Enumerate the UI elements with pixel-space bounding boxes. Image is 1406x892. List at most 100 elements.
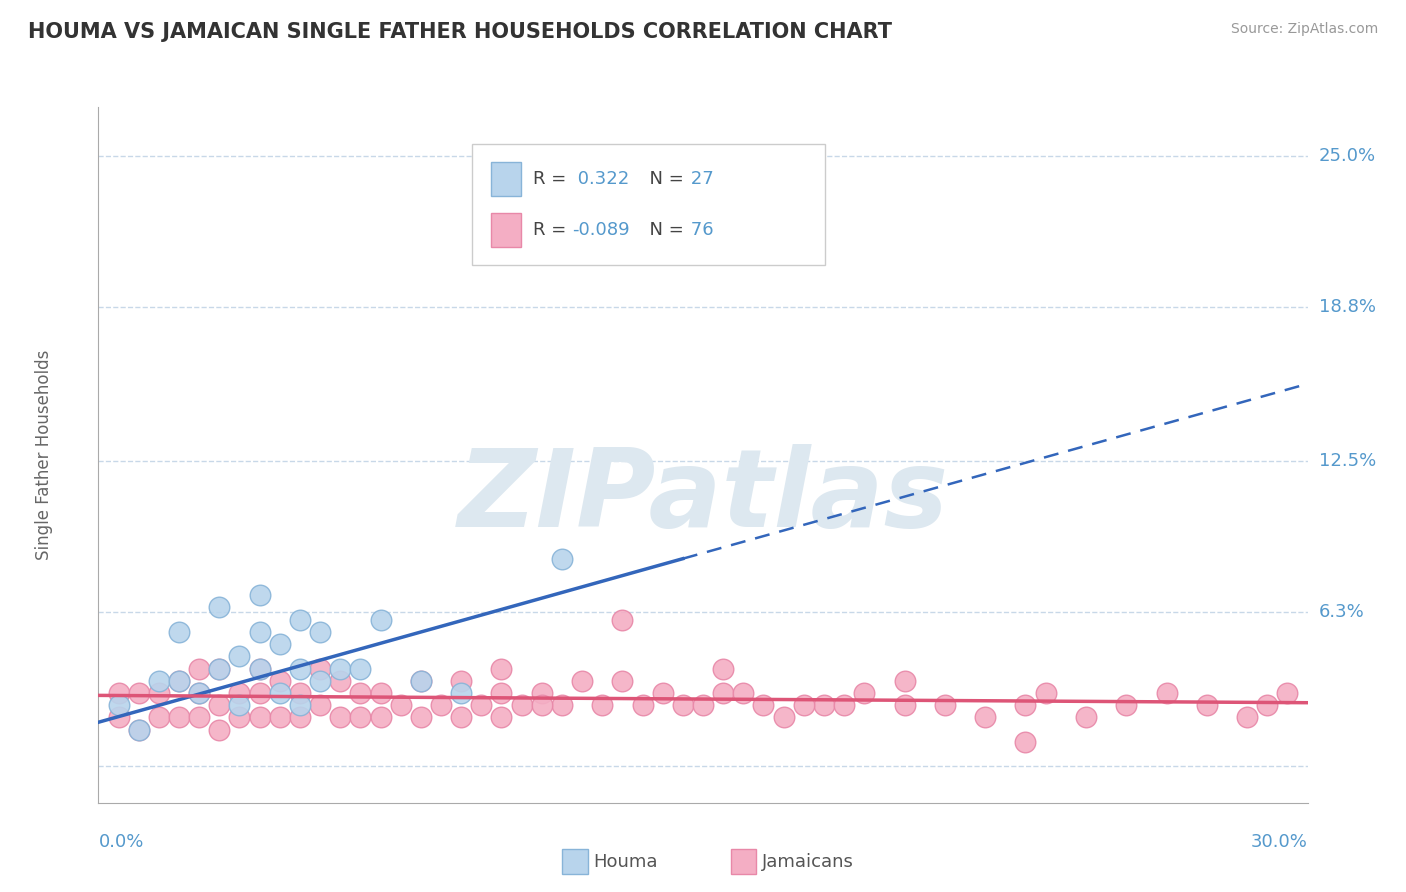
Point [208,600,231,615]
Point [893,698,915,713]
Point [974,710,997,724]
Point [188,710,211,724]
Point [772,710,794,724]
Point [793,698,815,713]
Point [1115,698,1137,713]
Point [1014,735,1036,749]
Point [148,686,170,700]
Point [329,710,352,724]
Point [208,698,231,713]
Point [1277,686,1299,700]
Point [228,710,250,724]
Text: 6.3%: 6.3% [1319,603,1364,622]
Point [551,698,574,713]
Point [228,649,250,664]
Text: 76: 76 [685,221,713,239]
Point [853,686,876,700]
Point [167,673,190,688]
Point [329,661,352,675]
Point [711,686,734,700]
Point [249,661,271,675]
Point [510,698,533,713]
Point [893,673,915,688]
Point [148,673,170,688]
Point [1256,698,1278,713]
Text: 18.8%: 18.8% [1319,298,1375,317]
Point [228,698,250,713]
Point [491,661,513,675]
Text: Jamaicans: Jamaicans [762,853,853,871]
Point [370,613,392,627]
Text: 30.0%: 30.0% [1251,833,1308,851]
Text: 0.322: 0.322 [572,169,630,187]
Point [107,710,129,724]
Point [269,686,291,700]
Point [530,686,553,700]
Point [612,613,634,627]
Point [934,698,956,713]
Point [249,588,271,602]
Point [128,723,150,737]
Point [107,686,129,700]
Point [288,710,311,724]
Point [107,698,129,713]
Point [208,661,231,675]
Point [672,698,695,713]
Point [309,624,332,639]
Point [249,661,271,675]
Point [409,710,432,724]
Text: -0.089: -0.089 [572,221,630,239]
Point [813,698,835,713]
Point [309,698,332,713]
Text: R =: R = [533,169,572,187]
Point [128,686,150,700]
Point [167,673,190,688]
Point [1014,698,1036,713]
Point [491,710,513,724]
Point [188,686,211,700]
Point [711,661,734,675]
Point [329,673,352,688]
Point [208,723,231,737]
Point [571,673,593,688]
Text: Houma: Houma [593,853,658,871]
Point [167,624,190,639]
Point [249,686,271,700]
Point [188,686,211,700]
Point [349,710,371,724]
Text: 12.5%: 12.5% [1319,452,1376,470]
Point [269,637,291,651]
Point [148,710,170,724]
Point [530,698,553,713]
Point [551,551,574,566]
Text: 0.0%: 0.0% [98,833,143,851]
Point [1035,686,1057,700]
Point [309,673,332,688]
Text: N =: N = [638,169,690,187]
Point [370,686,392,700]
Point [288,613,311,627]
Point [349,686,371,700]
Point [470,698,492,713]
Point [1236,710,1258,724]
Text: 25.0%: 25.0% [1319,147,1376,165]
Point [832,698,855,713]
Point [450,710,472,724]
Point [1156,686,1178,700]
Point [208,661,231,675]
Point [733,686,755,700]
Point [1195,698,1218,713]
Point [591,698,613,713]
Point [409,673,432,688]
Point [167,710,190,724]
Text: N =: N = [638,221,690,239]
Text: 27: 27 [685,169,713,187]
Point [188,661,211,675]
Point [370,710,392,724]
Point [249,710,271,724]
Point [651,686,673,700]
Point [309,661,332,675]
Text: Source: ZipAtlas.com: Source: ZipAtlas.com [1230,22,1378,37]
Point [612,673,634,688]
Point [269,673,291,688]
